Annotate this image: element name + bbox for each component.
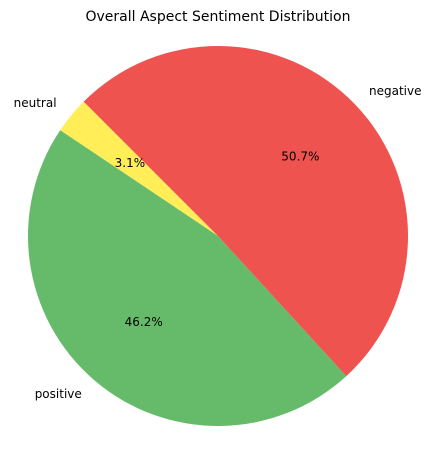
slice-label-positive: positive	[35, 387, 82, 401]
pie-slice-negative	[83, 45, 409, 377]
chart-title: Overall Aspect Sentiment Distribution	[86, 9, 351, 25]
slice-percent-positive: 46.2%	[125, 315, 163, 329]
pie-slice-neutral	[60, 101, 218, 237]
pie-labels: neutral 3.1% positive 46.2% negative 50.7%	[14, 84, 422, 401]
pie-slices	[28, 45, 409, 426]
pie-slice-positive	[28, 130, 347, 426]
slice-label-neutral: neutral	[14, 96, 57, 110]
slice-label-negative: negative	[369, 84, 421, 98]
slice-percent-negative: 50.7%	[281, 150, 319, 164]
slice-percent-neutral: 3.1%	[115, 156, 146, 170]
